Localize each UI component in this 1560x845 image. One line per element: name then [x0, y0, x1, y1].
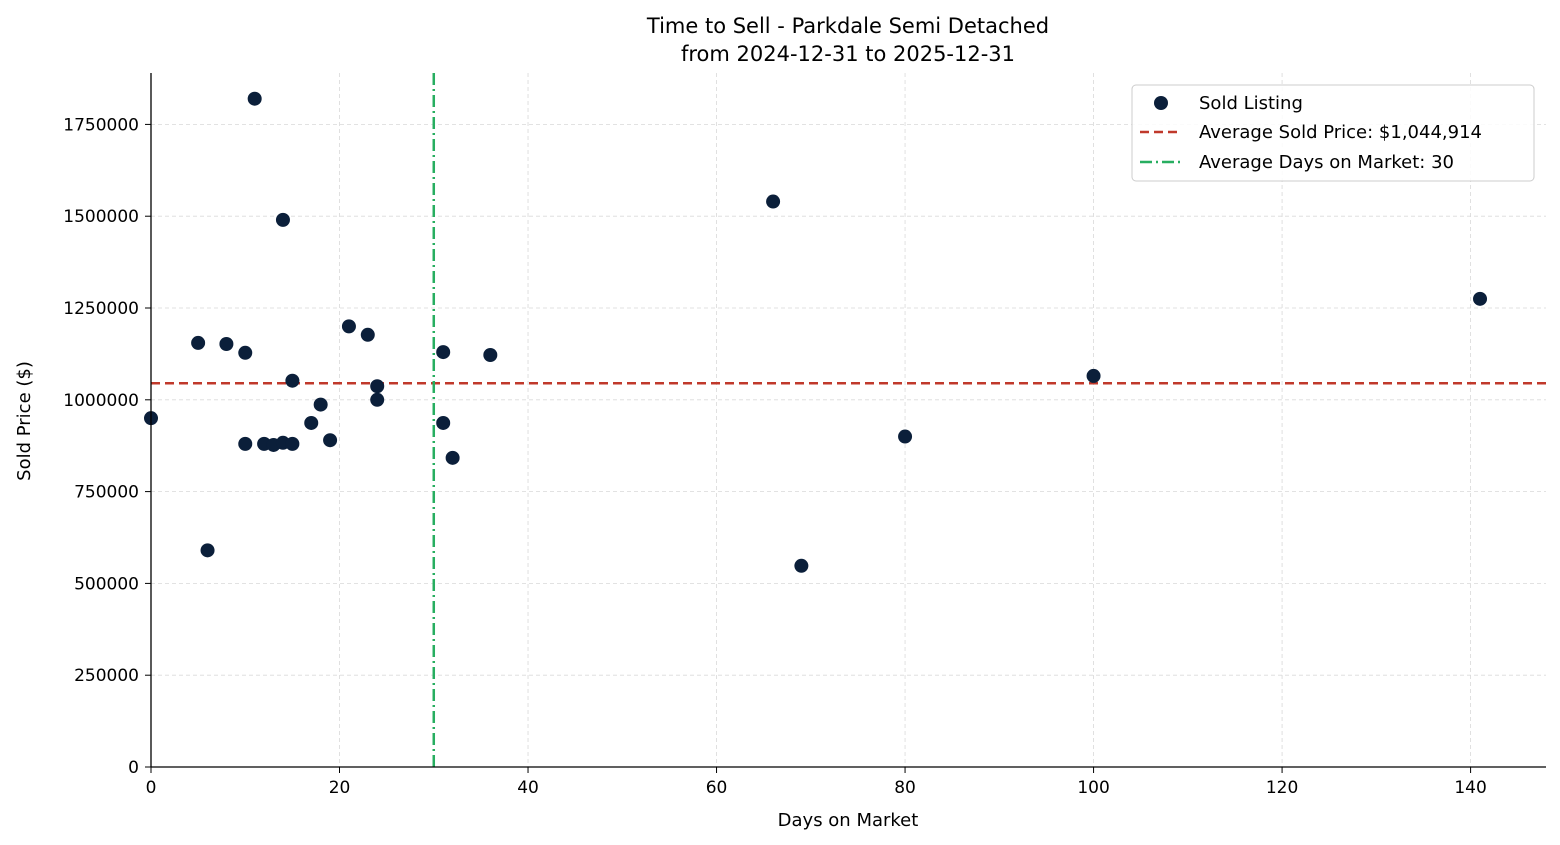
data-point	[1086, 368, 1101, 383]
data-point	[313, 397, 328, 412]
y-tick-label: 250000	[74, 666, 139, 686]
x-tick-label: 100	[1077, 778, 1109, 798]
data-point	[238, 436, 253, 451]
data-point	[794, 558, 809, 573]
data-point	[200, 543, 215, 558]
data-point	[275, 212, 290, 227]
y-axis-label: Sold Price ($)	[14, 361, 35, 481]
y-tick-label: 500000	[74, 574, 139, 594]
x-tick-label: 80	[894, 778, 916, 798]
axes	[150, 73, 1546, 768]
data-point	[436, 415, 451, 430]
x-axis-ticks: 0 20 40 60 80 100 120 140	[146, 767, 1487, 798]
y-axis-ticks: 0 250000 500000 750000 1000000 1250000 1500000…	[63, 115, 151, 778]
grid-lines	[151, 73, 1546, 767]
chart-subtitle: from 2024-12-31 to 2025-12-31	[681, 42, 1015, 66]
legend-label-average-price: Average Sold Price: $1,044,914	[1199, 122, 1482, 143]
data-point	[766, 194, 781, 209]
data-point	[219, 336, 234, 351]
data-point	[360, 327, 375, 342]
data-point	[285, 373, 300, 388]
y-tick-label: 1000000	[63, 391, 139, 411]
y-tick-label: 750000	[74, 483, 139, 503]
data-point	[304, 415, 319, 430]
y-tick-label: 1750000	[63, 115, 139, 135]
data-point	[898, 429, 913, 444]
data-point	[191, 335, 206, 350]
x-tick-label: 60	[706, 778, 728, 798]
data-point	[1473, 291, 1488, 306]
data-point	[285, 436, 300, 451]
x-tick-label: 140	[1454, 778, 1486, 798]
data-point	[445, 450, 460, 465]
x-tick-label: 20	[329, 778, 351, 798]
data-point	[483, 348, 498, 363]
legend: Sold Listing Average Sold Price: $1,044,…	[1131, 84, 1535, 182]
chart-title: Time to Sell - Parkdale Semi Detached	[646, 14, 1049, 38]
data-point	[370, 392, 385, 407]
data-point	[341, 319, 356, 334]
y-tick-label: 1500000	[63, 207, 139, 227]
legend-box	[1131, 84, 1535, 182]
data-point	[323, 433, 338, 448]
data-point	[436, 345, 451, 360]
x-tick-label: 40	[517, 778, 539, 798]
data-point	[247, 91, 262, 106]
x-tick-label: 0	[146, 778, 157, 798]
x-tick-label: 120	[1266, 778, 1298, 798]
legend-label-average-days: Average Days on Market: 30	[1199, 152, 1454, 173]
data-point	[238, 345, 253, 360]
legend-marker-sold-listing	[1154, 96, 1168, 110]
legend-label-sold-listing: Sold Listing	[1199, 93, 1303, 114]
x-axis-label: Days on Market	[778, 810, 919, 831]
y-tick-label: 0	[128, 758, 139, 778]
data-point	[370, 379, 385, 394]
y-tick-label: 1250000	[63, 299, 139, 319]
